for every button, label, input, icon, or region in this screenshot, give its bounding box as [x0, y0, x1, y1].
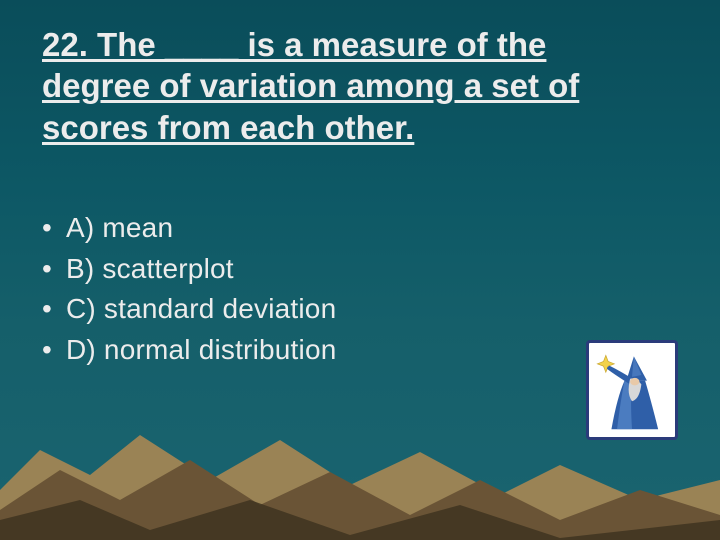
options-list: • A) mean • B) scatterplot • C) standard… — [42, 208, 337, 370]
slide-container: 22. The ____ is a measure of the degree … — [0, 0, 720, 540]
bullet-icon: • — [42, 249, 50, 290]
option-d: • D) normal distribution — [42, 330, 337, 371]
option-label: A) mean — [66, 208, 173, 249]
option-c: • C) standard deviation — [42, 289, 337, 330]
bullet-icon: • — [42, 289, 50, 330]
wizard-clipart — [586, 340, 678, 440]
option-label: C) standard deviation — [66, 289, 336, 330]
bullet-icon: • — [42, 208, 50, 249]
option-b: • B) scatterplot — [42, 249, 337, 290]
option-label: D) normal distribution — [66, 330, 337, 371]
bullet-icon: • — [42, 330, 50, 371]
option-a: • A) mean — [42, 208, 337, 249]
option-label: B) scatterplot — [66, 249, 234, 290]
question-title: 22. The ____ is a measure of the degree … — [42, 24, 660, 148]
